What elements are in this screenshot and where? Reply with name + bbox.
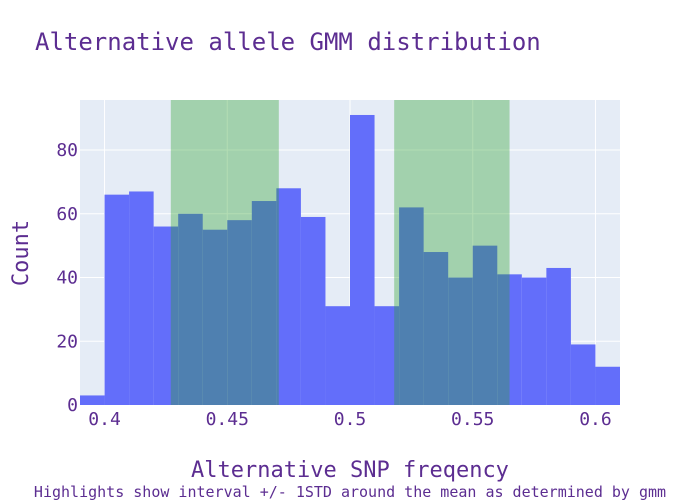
histogram-bar	[374, 306, 400, 405]
x-tick-label: 0.5	[334, 409, 367, 430]
histogram-bar	[472, 245, 498, 405]
histogram-bar	[202, 229, 228, 405]
y-tick-label: 40	[56, 268, 78, 289]
histogram-bar	[300, 216, 326, 405]
histogram-bar	[350, 114, 375, 406]
histogram-bar	[423, 252, 449, 405]
bars	[80, 114, 620, 406]
histogram-bar	[595, 366, 620, 405]
x-tick-label: 0.6	[579, 409, 612, 430]
histogram-bar	[129, 191, 154, 405]
histogram-bar	[227, 220, 252, 405]
histogram-bar	[570, 344, 596, 405]
histogram-bar	[80, 395, 105, 405]
chart-annotation: Highlights show interval +/- 1STD around…	[34, 483, 666, 500]
std-highlight-band	[170, 100, 279, 405]
histogram-bar	[521, 277, 547, 405]
x-tick-label: 0.45	[206, 409, 249, 430]
highlight-bands	[170, 100, 510, 405]
histogram-bar	[399, 207, 424, 405]
x-tick-label: 0.55	[451, 409, 494, 430]
histogram-bar	[448, 277, 473, 405]
histogram-bar	[153, 226, 179, 405]
y-tick-label: 0	[67, 395, 78, 416]
histogram-bar	[325, 306, 350, 405]
histogram-bar	[178, 213, 203, 405]
y-tick-label: 20	[56, 331, 78, 352]
histogram-bar	[276, 188, 301, 405]
x-tick-label: 0.4	[88, 409, 121, 430]
y-axis-title: Count	[9, 220, 34, 286]
tick-labels: 0.4 0.45 0.5 0.55 0.6 0 20 40 60 80	[56, 140, 611, 430]
histogram-bar	[546, 267, 571, 405]
std-highlight-band	[394, 100, 510, 405]
histogram-bar	[104, 194, 130, 405]
y-tick-label: 60	[56, 204, 78, 225]
histogram-bar	[497, 274, 522, 405]
x-axis-title: Alternative SNP freqency	[191, 458, 509, 483]
chart-title: Alternative allele GMM distribution	[35, 28, 541, 56]
histogram-bar	[251, 201, 277, 405]
y-tick-label: 80	[56, 140, 78, 161]
